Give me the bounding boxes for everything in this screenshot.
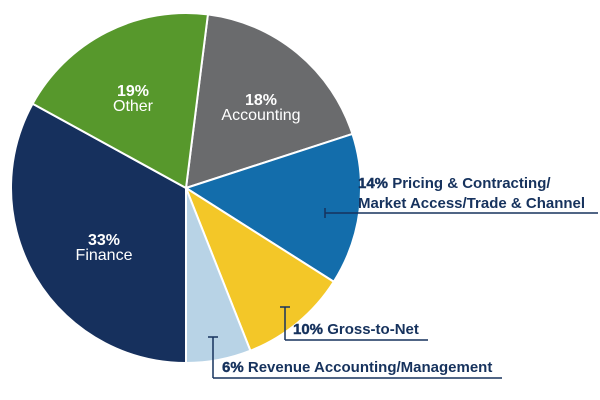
slice-name-other: Other [112, 98, 154, 115]
slice-pct-other: 19% [116, 83, 150, 100]
slice-pct-accounting: 18% [244, 92, 278, 109]
slice-pct-finance: 33% [87, 232, 121, 249]
callout-text-pricing-line2: Market Access/Trade & Channel [358, 195, 586, 212]
callout-text-gross-to-net: Gross-to-Net [327, 321, 419, 338]
callout-text-pricing-line1: Pricing & Contracting/ [392, 175, 551, 192]
callout-label-gross-to-net: 10% Gross-to-Net [293, 320, 419, 340]
pie-slice-accounting [185, 13, 354, 189]
pie-slice-finance [10, 102, 187, 364]
callout-pct-pricing: 14% [358, 175, 389, 192]
slice-label-finance: 33% Finance [75, 232, 133, 264]
slice-label-accounting: 18% Accounting [221, 92, 301, 124]
callout-text-revenue: Revenue Accounting/Management [247, 359, 493, 376]
pie-slice-other [31, 12, 209, 189]
callout-label-revenue: 6% Revenue Accounting/Management [222, 358, 493, 378]
callout-pct-gross-to-net: 10% [293, 321, 324, 338]
slice-label-other: 19% Other [112, 83, 154, 115]
pie-slice-pricing [185, 132, 362, 283]
slice-name-accounting: Accounting [221, 107, 301, 124]
slice-name-finance: Finance [75, 247, 133, 264]
callout-label-pricing: 14% Pricing & Contracting/ Market Access… [358, 174, 585, 214]
pie-slice-gross-to-net [185, 187, 335, 352]
callout-pct-revenue: 6% [222, 359, 244, 376]
